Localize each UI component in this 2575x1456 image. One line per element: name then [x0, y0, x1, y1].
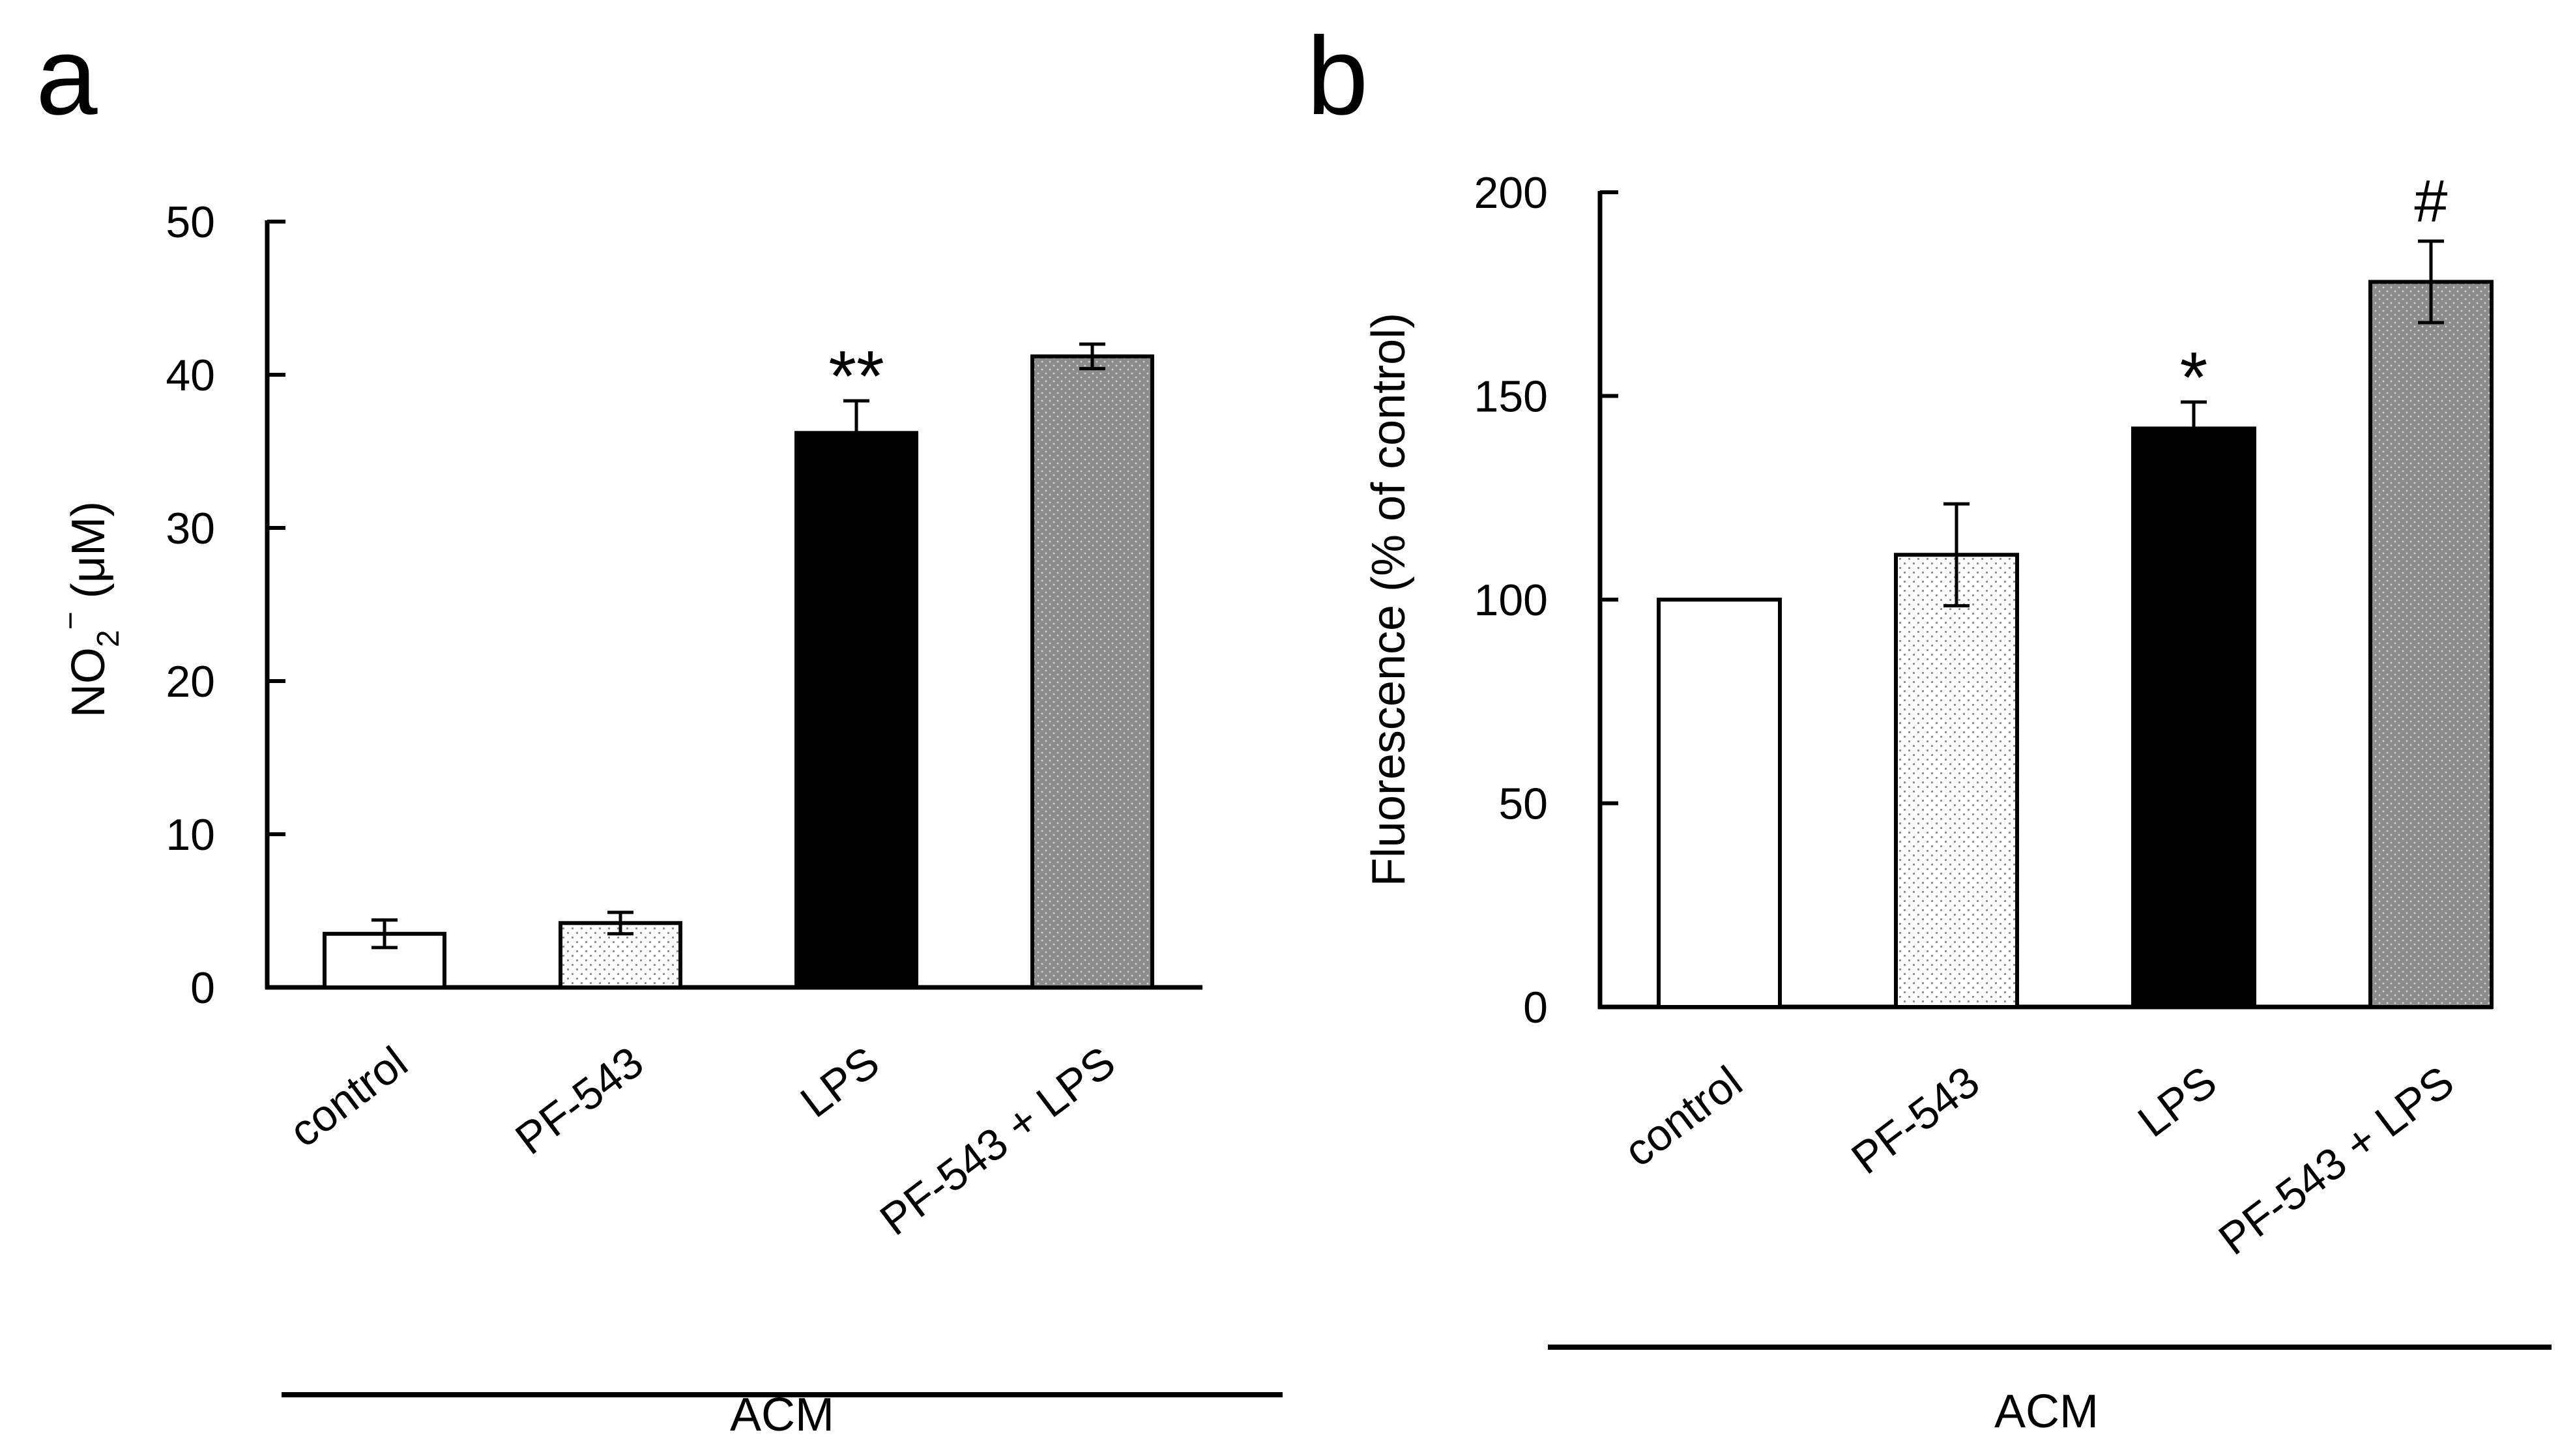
- chart-a-y-tick-label: 40: [166, 351, 215, 400]
- chart-a-y-tick-label: 0: [190, 963, 215, 1013]
- chart-b-bar-1: [1657, 598, 1782, 1009]
- chart-a-category-label-4: PF-543 + LPS: [871, 1037, 1124, 1245]
- chart-b-y-axis-label: Fluorescence (% of control): [1363, 313, 1415, 886]
- chart-b-y-tick-label: 0: [1523, 983, 1548, 1032]
- chart-a-y-tick-label: 30: [166, 504, 215, 553]
- chart-a-group-label: ACM: [730, 1389, 834, 1441]
- chart-b-group-label: ACM: [1994, 1386, 2099, 1438]
- chart-b-bar-2: [1894, 553, 2019, 1009]
- chart-b-significance-3: *: [2180, 338, 2208, 418]
- chart-a-y-tick-label: 10: [166, 810, 215, 860]
- chart-b-category-label-3: LPS: [2129, 1056, 2226, 1146]
- chart-a: NO2− (μM) ACM 0 10 20 30 40 50 control PF-543 **…: [53, 197, 1283, 1441]
- chart-a-bar-4: [1030, 354, 1154, 989]
- chart-b: Fluorescence (% of control) ACM 0 50 100 15…: [1363, 168, 2552, 1438]
- chart-b-bar-3: [2131, 426, 2256, 1009]
- panel-a-label: a: [36, 14, 98, 138]
- chart-b-category-label-4: PF-543 + LPS: [2210, 1056, 2463, 1264]
- chart-b-y-tick-label: 200: [1474, 168, 1548, 218]
- chart-a-y-tick-label: 50: [166, 197, 215, 247]
- panel-b-label: b: [1307, 14, 1369, 138]
- chart-a-category-label-1: control: [280, 1037, 416, 1157]
- chart-b-y-tick-label: 150: [1474, 372, 1548, 422]
- chart-b-category-label-1: control: [1615, 1056, 1751, 1176]
- chart-a-y-tick-label: 20: [166, 657, 215, 706]
- chart-b-y-tick-label: 50: [1498, 779, 1548, 829]
- chart-b-significance-4: #: [2414, 168, 2447, 235]
- chart-a-y-axis-label: NO2− (μM): [53, 501, 126, 718]
- chart-a-significance-3: **: [828, 336, 884, 416]
- chart-a-category-label-2: PF-543: [506, 1037, 652, 1164]
- chart-b-bar-4: [2368, 280, 2494, 1009]
- chart-b-y-tick-label: 100: [1474, 575, 1548, 625]
- chart-a-category-label-3: LPS: [792, 1037, 888, 1127]
- chart-b-category-label-2: PF-543: [1842, 1056, 1988, 1184]
- chart-a-bar-3: [794, 431, 918, 989]
